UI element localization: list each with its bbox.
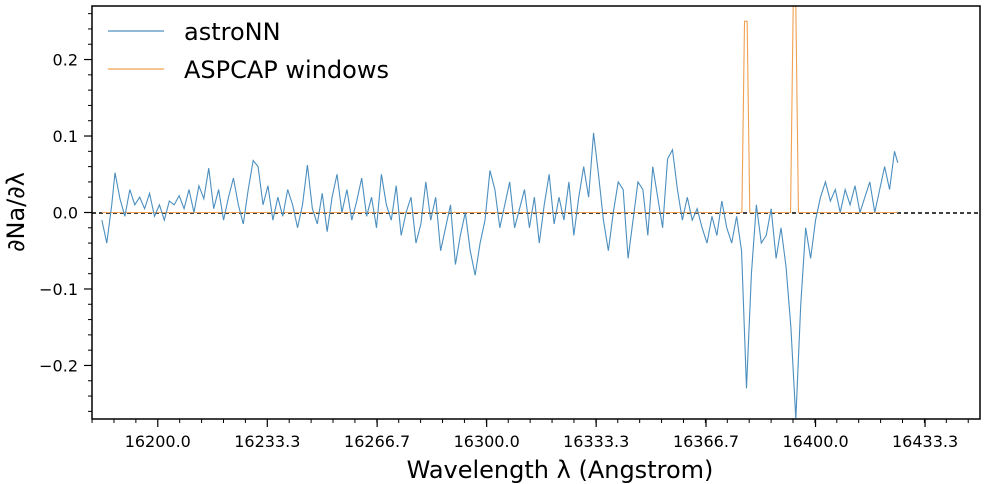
plot-frame <box>91 5 981 420</box>
x-tick-label: 16233.3 <box>234 432 300 451</box>
series-layer <box>101 6 899 419</box>
x-axis-title: Wavelength λ (Angstrom) <box>407 456 714 484</box>
plot-area <box>92 6 980 419</box>
y-tick-label: 0.2 <box>53 51 78 70</box>
y-axis-ticks: −0.2 −0.1 0.0 0.1 0.2 <box>39 13 92 412</box>
x-tick-label: 16400.0 <box>782 432 848 451</box>
x-tick-label: 16200.0 <box>125 432 191 451</box>
x-tick-label: 16433.3 <box>892 432 958 451</box>
x-axis-ticks: 16200.0 16233.3 16266.7 16300.0 16333.3 16366… <box>91 419 969 451</box>
legend-label-astronn: astroNN <box>184 18 281 46</box>
y-tick-label: 0.0 <box>53 204 78 223</box>
y-tick-label: −0.2 <box>39 356 78 375</box>
legend-label-aspcap-windows: ASPCAP windows <box>184 56 389 84</box>
x-tick-label: 16300.0 <box>454 432 520 451</box>
y-axis-title: ∂Na/∂λ <box>2 172 30 252</box>
y-tick-label: −0.1 <box>39 280 78 299</box>
x-tick-label: 16366.7 <box>673 432 739 451</box>
x-tick-label: 16333.3 <box>563 432 629 451</box>
series-line-astronn <box>101 132 899 419</box>
y-tick-label: 0.1 <box>53 127 78 146</box>
legend: astroNN ASPCAP windows <box>108 18 389 84</box>
x-tick-label: 16266.7 <box>344 432 410 451</box>
